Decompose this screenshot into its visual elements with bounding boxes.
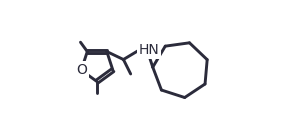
- Text: O: O: [76, 63, 87, 77]
- Text: HN: HN: [139, 43, 159, 57]
